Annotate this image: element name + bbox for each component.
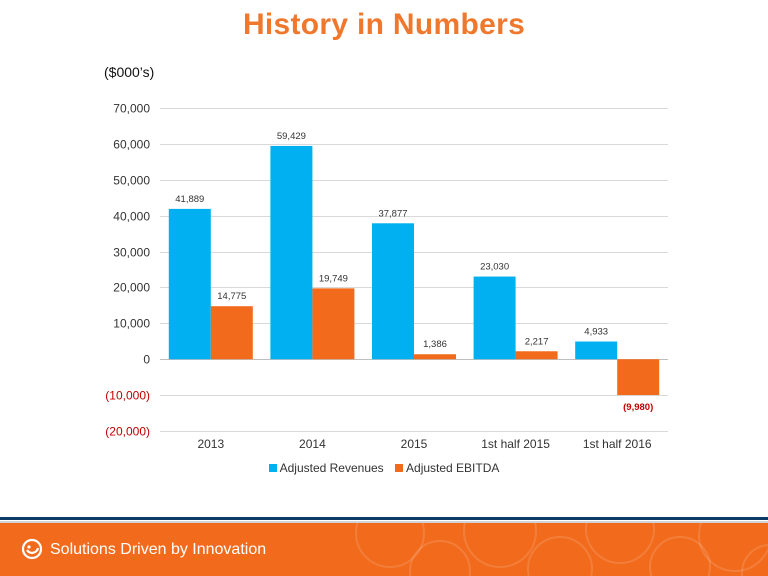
bar-ebitda — [210, 306, 253, 360]
data-label: 37,877 — [378, 208, 407, 219]
bar-ebitda — [617, 359, 660, 396]
bar-revenues — [270, 145, 313, 360]
y-tick-label: 10,000 — [113, 317, 150, 331]
legend-swatch-revenues — [268, 464, 277, 472]
data-label: 41,889 — [175, 194, 204, 205]
footer-divider-secondary — [0, 521, 768, 523]
chart: 70,000 60,000 50,000 40,000 30,000 20,000 10,0… — [105, 102, 668, 451]
x-tick-label: 1st half 2016 — [583, 437, 652, 451]
data-label: (9,980) — [623, 402, 653, 413]
y-tick-label: 60,000 — [113, 138, 150, 152]
x-tick-label: 2015 — [401, 437, 428, 451]
y-tick-label: (20,000) — [105, 425, 150, 439]
y-tick-label: 50,000 — [113, 174, 150, 188]
legend-item-revenues: Adjusted Revenues — [268, 461, 384, 475]
data-label: 19,749 — [319, 273, 348, 284]
data-label: 23,030 — [480, 262, 509, 273]
swirl-logo-icon — [21, 538, 43, 560]
x-tick-label: 1st half 2015 — [481, 437, 550, 451]
bar-revenues — [168, 208, 211, 360]
page-title: History in Numbers — [242, 8, 526, 41]
chart-legend: Adjusted Revenues Adjusted EBITDA — [0, 461, 768, 475]
x-tick-label: 2013 — [197, 437, 224, 451]
data-label: 59,429 — [277, 131, 306, 142]
x-tick-label: 2014 — [299, 437, 326, 451]
footer-tagline: Solutions Driven by Innovation — [50, 541, 267, 558]
y-tick-label: 40,000 — [113, 210, 150, 224]
y-tick-label: 70,000 — [113, 102, 150, 116]
footer-bar: Solutions Driven by Innovation — [0, 523, 768, 576]
data-label: 1,386 — [423, 339, 447, 350]
data-label: 2,217 — [525, 336, 549, 347]
y-tick-label: (10,000) — [105, 389, 150, 403]
y-tick-label: 0 — [143, 353, 150, 367]
bar-ebitda — [312, 288, 355, 360]
bar-revenues — [372, 223, 414, 360]
legend-item-ebitda: Adjusted EBITDA — [395, 461, 499, 475]
bar-ebitda — [515, 351, 558, 360]
y-tick-label: 20,000 — [113, 281, 150, 295]
bar-ebitda — [414, 354, 456, 360]
footer-divider — [0, 517, 768, 520]
data-label: 14,775 — [217, 291, 246, 302]
footer-pattern — [355, 523, 768, 576]
legend-label-ebitda: Adjusted EBITDA — [406, 461, 500, 475]
data-label: 4,933 — [584, 327, 608, 338]
units-label: ($000’s) — [104, 64, 155, 80]
legend-label-revenues: Adjusted Revenues — [279, 461, 384, 475]
bar-revenues — [473, 276, 516, 360]
bar-revenues — [575, 341, 618, 360]
legend-swatch-ebitda — [395, 464, 404, 472]
y-tick-label: 30,000 — [113, 246, 150, 260]
